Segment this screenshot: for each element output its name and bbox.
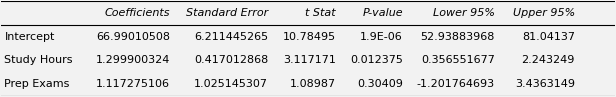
Text: 0.30409: 0.30409: [357, 79, 403, 89]
Text: P-value: P-value: [362, 8, 403, 18]
Text: 1.9E-06: 1.9E-06: [360, 32, 403, 42]
Text: Prep Exams: Prep Exams: [4, 79, 70, 89]
Text: Lower 95%: Lower 95%: [433, 8, 495, 18]
Text: Study Hours: Study Hours: [4, 55, 73, 65]
Text: 0.417012868: 0.417012868: [194, 55, 268, 65]
Text: 1.025145307: 1.025145307: [194, 79, 268, 89]
Text: 1.117275106: 1.117275106: [96, 79, 170, 89]
Text: 0.012375: 0.012375: [350, 55, 403, 65]
Text: 81.04137: 81.04137: [522, 32, 575, 42]
Text: 52.93883968: 52.93883968: [421, 32, 495, 42]
Text: 2.243249: 2.243249: [521, 55, 575, 65]
Text: Standard Error: Standard Error: [186, 8, 268, 18]
Text: Intercept: Intercept: [4, 32, 55, 42]
Text: 10.78495: 10.78495: [283, 32, 336, 42]
Text: 1.08987: 1.08987: [290, 79, 336, 89]
Text: t Stat: t Stat: [305, 8, 336, 18]
Text: -1.201764693: -1.201764693: [417, 79, 495, 89]
Text: 3.117171: 3.117171: [283, 55, 336, 65]
Text: Upper 95%: Upper 95%: [513, 8, 575, 18]
Text: 6.211445265: 6.211445265: [194, 32, 268, 42]
Text: 66.99010508: 66.99010508: [96, 32, 170, 42]
Text: 0.356551677: 0.356551677: [421, 55, 495, 65]
Text: Coefficients: Coefficients: [105, 8, 170, 18]
Text: 3.4363149: 3.4363149: [515, 79, 575, 89]
Text: 1.299900324: 1.299900324: [95, 55, 170, 65]
